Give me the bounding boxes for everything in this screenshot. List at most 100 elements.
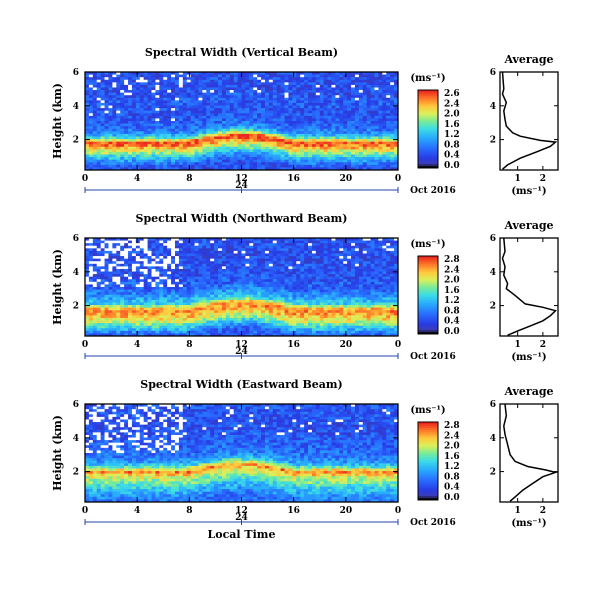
heatmap-cell — [128, 248, 133, 252]
heatmap-cell — [159, 258, 164, 262]
heatmap-cell — [190, 245, 195, 249]
heatmap-cell — [280, 133, 285, 137]
heatmap-cell — [351, 146, 356, 150]
heatmap-cell — [85, 84, 90, 88]
heatmap-cell — [202, 312, 207, 316]
heatmap-cell — [88, 162, 94, 166]
heatmap-cell — [382, 95, 387, 99]
heatmap-cell — [233, 167, 238, 171]
heatmap-cell — [386, 110, 391, 114]
heatmap-cell — [159, 279, 164, 283]
heatmap-cell — [268, 87, 274, 91]
heatmap-cell — [186, 105, 192, 109]
heatmap-cell — [382, 154, 387, 158]
heatmap-cell — [272, 141, 278, 145]
heatmap-cell — [182, 115, 188, 119]
heatmap-cell — [202, 141, 207, 145]
heatmap-cell — [108, 266, 113, 270]
heatmap-cell — [268, 100, 274, 104]
heatmap-cell — [171, 131, 176, 135]
heatmap-cell — [124, 294, 129, 298]
heatmap-cell — [167, 159, 172, 163]
heatmap-cell — [108, 330, 113, 334]
heatmap-cell — [159, 266, 164, 270]
heatmap-cell — [104, 164, 109, 168]
heatmap-cell — [268, 157, 274, 161]
heatmap-cell — [100, 325, 105, 329]
heatmap-cell — [112, 292, 117, 296]
heatmap-cell — [268, 317, 274, 321]
heatmap-cell — [131, 256, 137, 260]
heatmap-cell — [214, 238, 219, 241]
heatmap-cell — [335, 167, 340, 171]
heatmap-cell — [174, 276, 180, 280]
heatmap-cell — [335, 164, 340, 168]
heatmap-cell — [143, 333, 148, 337]
colorbar-segment — [418, 123, 438, 126]
heatmap-cell — [171, 302, 176, 306]
heatmap-cell — [225, 74, 231, 78]
heatmap-cell — [112, 281, 117, 285]
heatmap-cell — [182, 84, 188, 88]
heatmap-cell — [241, 128, 246, 132]
heatmap-cell — [120, 274, 125, 278]
heatmap-cell — [237, 240, 242, 244]
heatmap-cell — [304, 110, 309, 114]
heatmap-cell — [214, 167, 219, 171]
heatmap-cell — [202, 271, 207, 275]
heatmap-cell — [339, 131, 344, 135]
heatmap-cell — [233, 256, 238, 260]
heatmap-cell — [354, 131, 360, 135]
heatmap-cell — [186, 320, 192, 324]
heatmap-cell — [245, 113, 250, 117]
heatmap-cell — [178, 84, 184, 88]
heatmap-cell — [245, 162, 250, 166]
heatmap-cell — [174, 287, 180, 290]
heatmap-cell — [96, 323, 102, 327]
heatmap-cell — [143, 128, 148, 132]
heatmap-cell — [304, 133, 309, 137]
heatmap-cell — [331, 84, 336, 88]
heatmap-cell — [151, 302, 156, 306]
heatmap-cell — [135, 126, 141, 130]
heatmap-cell — [315, 149, 321, 153]
heatmap-cell — [261, 121, 266, 124]
heatmap-cell — [202, 146, 207, 150]
heatmap-cell — [233, 320, 238, 324]
heatmap-cell — [171, 261, 176, 265]
heatmap-cell — [272, 144, 278, 148]
heatmap-cell — [268, 126, 274, 130]
heatmap-cell — [264, 118, 270, 122]
heatmap-cell — [351, 144, 356, 148]
heatmap-cell — [100, 276, 105, 280]
heatmap-cell — [131, 108, 137, 112]
heatmap-cell — [116, 256, 121, 260]
heatmap-cell — [394, 139, 399, 143]
heatmap-cell — [308, 144, 313, 148]
heatmap-cell — [143, 102, 148, 106]
heatmap-cell — [147, 84, 152, 88]
heatmap-cell — [233, 136, 238, 140]
heatmap-cell — [131, 312, 137, 316]
heatmap-cell — [159, 149, 164, 153]
heatmap-cell — [257, 256, 262, 260]
heatmap-cell — [194, 325, 199, 329]
heatmap-cell — [163, 110, 168, 114]
heatmap-cell — [120, 245, 125, 249]
heatmap-cell — [264, 279, 270, 283]
heatmap-cell — [174, 115, 180, 119]
heatmap-cell — [221, 238, 227, 241]
heatmap-cell — [237, 263, 242, 267]
heatmap-cell — [229, 312, 235, 316]
heatmap-cell — [218, 268, 223, 272]
heatmap-cell — [264, 315, 270, 319]
heatmap-cell — [194, 126, 199, 130]
heatmap-cell — [85, 151, 90, 155]
heatmap-cell — [96, 79, 102, 83]
heatmap-cell — [370, 154, 375, 158]
heatmap-cell — [245, 292, 250, 296]
heatmap-cell — [96, 92, 102, 96]
heatmap-cell — [104, 95, 109, 99]
heatmap-cell — [128, 276, 133, 280]
heatmap-cell — [221, 279, 227, 283]
